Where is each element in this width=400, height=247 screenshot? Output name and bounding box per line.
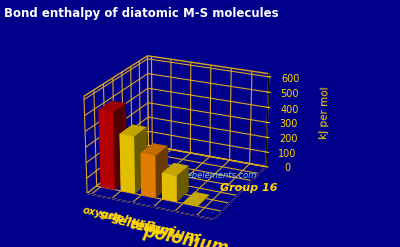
Text: Bond enthalpy of diatomic M-S molecules: Bond enthalpy of diatomic M-S molecules [4, 7, 279, 21]
